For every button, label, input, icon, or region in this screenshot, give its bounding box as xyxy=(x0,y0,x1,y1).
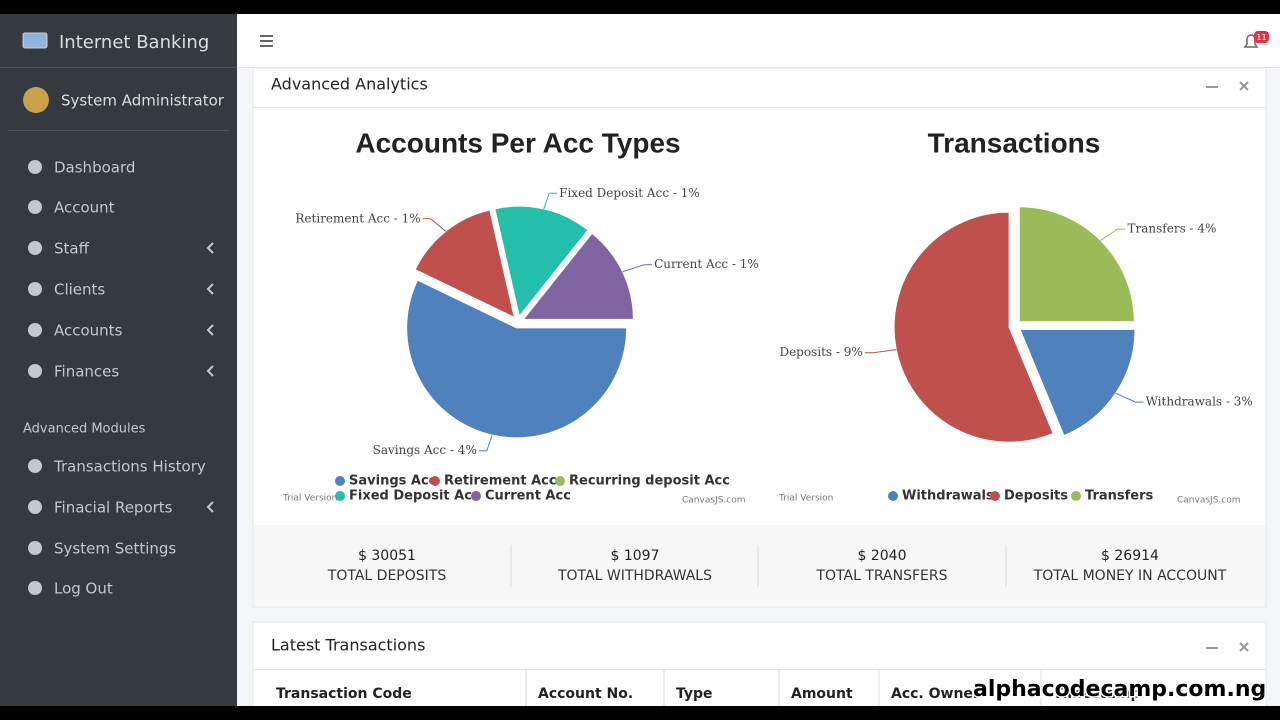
stats-row xyxy=(254,525,1265,606)
legend-label[interactable]: Recurring deposit Acc xyxy=(569,474,730,489)
card-title: Advanced Analytics xyxy=(271,75,428,94)
menu-toggle[interactable] xyxy=(260,35,273,47)
chevron xyxy=(206,365,214,377)
menu-icon xyxy=(28,160,42,174)
credit-text[interactable]: CanvasJS.com xyxy=(1177,496,1240,506)
stat-label: TOTAL WITHDRAWALS xyxy=(557,568,712,584)
close-button[interactable] xyxy=(1239,81,1249,91)
badge xyxy=(1254,31,1269,43)
legend-marker xyxy=(335,476,345,486)
leader-line xyxy=(864,349,897,354)
menu-item[interactable]: Finacial Reports xyxy=(54,499,173,517)
menu-item[interactable]: Staff xyxy=(54,240,90,258)
column-header: Acc. Owner xyxy=(891,686,980,702)
legend-label[interactable]: Current Acc xyxy=(485,489,571,504)
card-title: Latest Transactions xyxy=(271,636,425,655)
leader-line xyxy=(1115,392,1144,403)
menu-icon xyxy=(28,364,42,378)
card xyxy=(252,621,1267,713)
legend-marker xyxy=(555,476,565,486)
stat-value: $ 2040 xyxy=(858,548,907,564)
navbar xyxy=(237,14,1280,68)
legend-label[interactable]: Retirement Acc xyxy=(444,474,557,489)
pie-slice xyxy=(406,279,628,439)
legend-label[interactable]: Transfers xyxy=(1085,489,1153,504)
column-header: Type xyxy=(676,686,713,702)
credit-text[interactable]: CanvasJS.com xyxy=(682,496,745,506)
chevron xyxy=(206,242,214,254)
stat-label: TOTAL DEPOSITS xyxy=(327,568,447,584)
leader-line xyxy=(622,264,653,273)
menu-item[interactable]: Clients xyxy=(54,281,105,299)
menu-item[interactable]: Dashboard xyxy=(54,159,135,177)
brand-icon xyxy=(22,32,48,49)
sidebar xyxy=(0,14,237,706)
chart-title: Accounts Per Acc Types xyxy=(355,127,680,158)
leader-line xyxy=(478,434,493,452)
legend-label[interactable]: Withdrawals xyxy=(902,489,994,504)
data-label: Current Acc - 1% xyxy=(654,257,759,271)
pie-slice xyxy=(1018,206,1135,323)
menu-item[interactable]: Finances xyxy=(54,363,119,381)
menu-icon xyxy=(28,200,42,214)
watermark: alphacodecamp.com.ng xyxy=(973,677,1266,702)
leader-line xyxy=(543,192,558,210)
legend-label[interactable]: Deposits xyxy=(1004,489,1068,504)
menu-item[interactable]: Account xyxy=(54,199,115,217)
menu-item[interactable]: Transactions History xyxy=(53,458,206,476)
data-label: Withdrawals - 3% xyxy=(1146,395,1253,409)
data-label: Fixed Deposit Acc - 1% xyxy=(559,186,700,200)
close-button[interactable] xyxy=(1239,642,1249,652)
chevron xyxy=(206,324,214,336)
chevron xyxy=(206,501,214,513)
menu-icon xyxy=(28,241,42,255)
data-label: Deposits - 9% xyxy=(779,345,862,359)
menu-item[interactable]: System Settings xyxy=(54,540,176,558)
menu-icon xyxy=(28,459,42,473)
legend-marker xyxy=(335,491,345,501)
user-name[interactable]: System Administrator xyxy=(61,92,225,110)
legend-marker xyxy=(471,491,481,501)
column-header: Timestamp xyxy=(1053,686,1141,702)
data-label: Retirement Acc - 1% xyxy=(295,211,420,225)
trial-text: Trial Version xyxy=(778,494,833,504)
leader-line xyxy=(1100,228,1126,241)
menu-item[interactable]: Log Out xyxy=(54,580,113,598)
menu-icon xyxy=(28,500,42,514)
legend-marker xyxy=(990,491,1000,501)
leader-line xyxy=(422,218,446,232)
stat-value: $ 26914 xyxy=(1101,548,1159,564)
column-header: Account No. xyxy=(538,686,633,702)
legend-label[interactable]: Savings Acc xyxy=(349,474,436,489)
stat-label: TOTAL MONEY IN ACCOUNT xyxy=(1033,568,1227,584)
legend-marker xyxy=(1071,491,1081,501)
legend-marker xyxy=(430,476,440,486)
stat-label: TOTAL TRANSFERS xyxy=(815,568,947,584)
menu-icon xyxy=(28,581,42,595)
chart-title: Transactions xyxy=(928,127,1101,158)
data-label: Savings Acc - 4% xyxy=(373,443,477,457)
brand-text: Internet Banking xyxy=(59,32,209,53)
stat-value: $ 30051 xyxy=(358,548,416,564)
menu-icon xyxy=(28,541,42,555)
data-label: Transfers - 4% xyxy=(1128,222,1217,236)
section-header: Advanced Modules xyxy=(23,422,146,437)
chevron xyxy=(206,283,214,295)
menu-icon xyxy=(28,323,42,337)
legend-marker xyxy=(888,491,898,501)
avatar[interactable] xyxy=(23,87,49,113)
legend-label[interactable]: Fixed Deposit Acc xyxy=(349,489,480,504)
menu-icon xyxy=(28,282,42,296)
menu-item[interactable]: Accounts xyxy=(54,322,123,340)
stat-value: $ 1097 xyxy=(611,548,660,564)
trial-text: Trial Version xyxy=(282,494,337,504)
frame xyxy=(0,706,1280,720)
column-header: Amount xyxy=(791,686,853,702)
badge-count: 11 xyxy=(1256,33,1266,42)
column-header: Transaction Code xyxy=(276,686,412,702)
